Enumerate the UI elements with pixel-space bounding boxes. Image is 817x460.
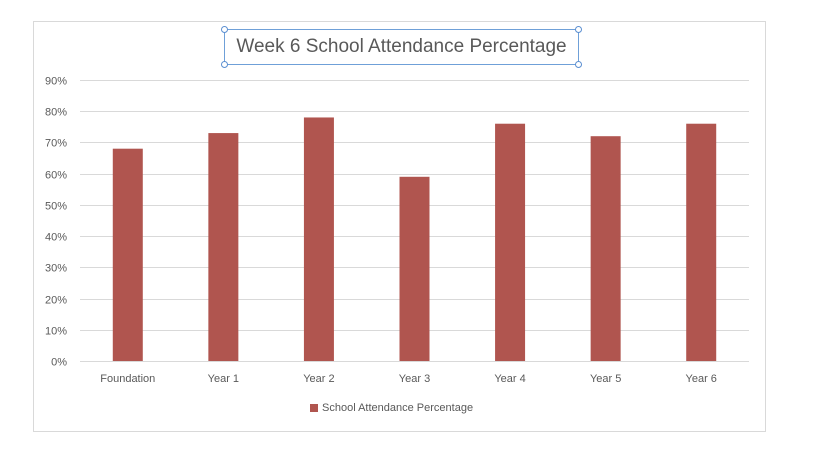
chart-title-box[interactable]: Week 6 School Attendance Percentage <box>221 26 582 68</box>
y-tick-label: 70% <box>45 138 67 150</box>
bar-year-3[interactable] <box>399 176 430 361</box>
resize-handle-top-left[interactable] <box>221 26 228 33</box>
bar-foundation[interactable] <box>112 148 143 361</box>
y-tick-label: 60% <box>45 170 67 182</box>
resize-handle-bottom-left[interactable] <box>221 61 228 68</box>
y-tick-label: 30% <box>45 263 67 275</box>
gridlines <box>80 80 749 362</box>
bar-year-4[interactable] <box>495 123 526 361</box>
x-tick-label: Year 3 <box>399 373 430 385</box>
chart-legend[interactable]: School Attendance Percentage <box>310 402 473 414</box>
y-tick-label: 0% <box>51 357 67 369</box>
y-tick-label: 90% <box>45 76 67 88</box>
chart-title[interactable]: Week 6 School Attendance Percentage <box>236 36 567 57</box>
bar-year-6[interactable] <box>686 123 717 361</box>
resize-handle-top-right[interactable] <box>575 26 582 33</box>
legend-label: School Attendance Percentage <box>322 402 474 414</box>
y-axis-ticks: 0% 10% 20% 30% 40% 50% 60% 70% 80% 90% <box>45 76 67 369</box>
x-tick-label: Year 5 <box>590 373 621 385</box>
y-tick-label: 80% <box>45 107 67 119</box>
x-tick-label: Year 4 <box>494 373 525 385</box>
x-tick-label: Year 6 <box>686 373 717 385</box>
bar-year-5[interactable] <box>590 136 621 361</box>
legend-swatch <box>310 404 318 412</box>
bar-series <box>112 117 717 361</box>
y-tick-label: 10% <box>45 326 67 338</box>
y-tick-label: 50% <box>45 201 67 213</box>
bar-year-1[interactable] <box>208 133 239 361</box>
x-tick-label: Year 1 <box>208 373 239 385</box>
x-tick-label: Foundation <box>100 373 155 385</box>
x-axis-ticks: Foundation Year 1 Year 2 Year 3 Year 4 Year 5… <box>100 373 717 385</box>
bar-year-2[interactable] <box>303 117 334 361</box>
y-tick-label: 20% <box>45 295 67 307</box>
x-tick-label: Year 2 <box>303 373 334 385</box>
y-tick-label: 40% <box>45 232 67 244</box>
resize-handle-bottom-right[interactable] <box>575 61 582 68</box>
